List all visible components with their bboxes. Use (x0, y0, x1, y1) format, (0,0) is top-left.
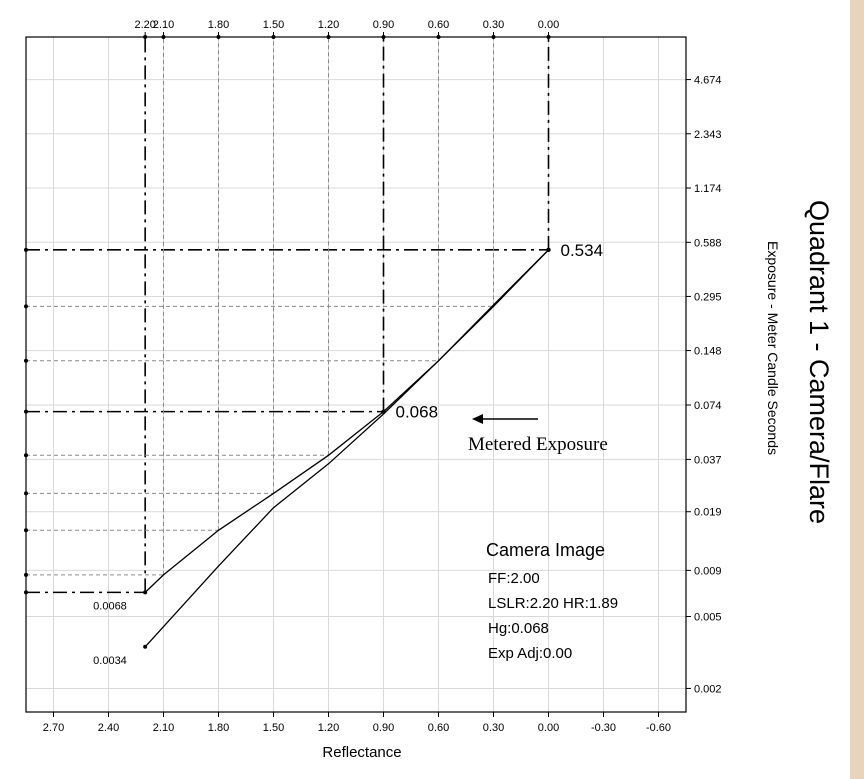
point-label: 0.534 (561, 241, 604, 260)
top-tick-label: 2.20 (134, 19, 155, 31)
x-tick-label: 1.80 (208, 722, 229, 734)
annotation-arrow (472, 414, 538, 424)
top-tick-label: 0.90 (373, 19, 394, 31)
x-tick-label: 0.90 (373, 722, 394, 734)
reference-lines (24, 35, 551, 595)
chart-title: Quadrant 1 - Camera/Flare (804, 200, 834, 524)
series-line-2 (144, 249, 549, 648)
info-line: LSLR:2.20 HR:1.89 (488, 595, 618, 612)
info-title: Camera Image (486, 540, 605, 560)
top-tick-label: 1.80 (208, 19, 229, 31)
point-label: 0.0034 (93, 655, 127, 667)
y-tick-label: 0.002 (694, 683, 722, 695)
info-line: Exp Adj:0.00 (488, 645, 572, 662)
x-tick-label: 2.10 (153, 722, 174, 734)
info-box: Camera Image FF:2.00 LSLR:2.20 HR:1.89 H… (486, 540, 618, 662)
top-tick-label: 1.50 (263, 19, 284, 31)
y-tick-label: 1.174 (694, 183, 722, 195)
grid-layer (26, 37, 686, 712)
top-tick-label: 0.30 (483, 19, 504, 31)
top-tick-label: 2.10 (153, 19, 174, 31)
plot-frame (25, 36, 687, 713)
y-tick-label: 2.343 (694, 129, 722, 141)
point-marker (381, 409, 386, 414)
series-layer (144, 249, 549, 648)
y-tick-label: 0.148 (694, 346, 722, 358)
point-label: 0.068 (396, 403, 439, 422)
y-tick-label: 0.005 (694, 612, 722, 624)
x-axis-title: Reflectance (322, 744, 401, 761)
top-tick-label: 1.20 (318, 19, 339, 31)
y-tick-label: 0.009 (694, 565, 722, 577)
y-axis-title: Exposure - Meter Candle Seconds (765, 241, 781, 455)
metered-exposure-label: Metered Exposure (468, 434, 608, 455)
x-tick-label: -0.60 (646, 722, 671, 734)
point-marker (143, 590, 148, 595)
info-line: FF:2.00 (488, 570, 540, 587)
x-tick-label: 0.60 (428, 722, 449, 734)
ticks-layer: 2.70 2.40 2.10 1.80 1.50 1.20 0.90 0.60 0.30 0.00… (43, 19, 722, 734)
point-labels: 0.534 0.068 0.0068 0.0034 (93, 241, 603, 667)
y-tick-label: 0.588 (694, 237, 722, 249)
x-tick-label: 0.30 (483, 722, 504, 734)
y-tick-label: 0.019 (694, 507, 722, 519)
point-label: 0.0068 (93, 600, 127, 612)
x-tick-label: 1.20 (318, 722, 339, 734)
x-tick-label: -0.30 (591, 722, 616, 734)
series-line-1 (144, 249, 549, 593)
y-tick-label: 0.037 (694, 454, 722, 466)
y-tick-label: 4.674 (694, 75, 722, 87)
top-tick-label: 0.60 (428, 19, 449, 31)
y-tick-label: 0.074 (694, 400, 722, 412)
x-tick-label: 0.00 (538, 722, 559, 734)
x-tick-label: 2.70 (43, 722, 64, 734)
x-tick-label: 2.40 (98, 722, 119, 734)
top-tick-label: 0.00 (538, 19, 559, 31)
right-border-strip (850, 0, 864, 779)
point-marker (143, 644, 148, 649)
info-line: Hg:0.068 (488, 620, 549, 637)
y-tick-label: 0.295 (694, 291, 722, 303)
x-tick-label: 1.50 (263, 722, 284, 734)
point-marker (546, 247, 551, 253)
